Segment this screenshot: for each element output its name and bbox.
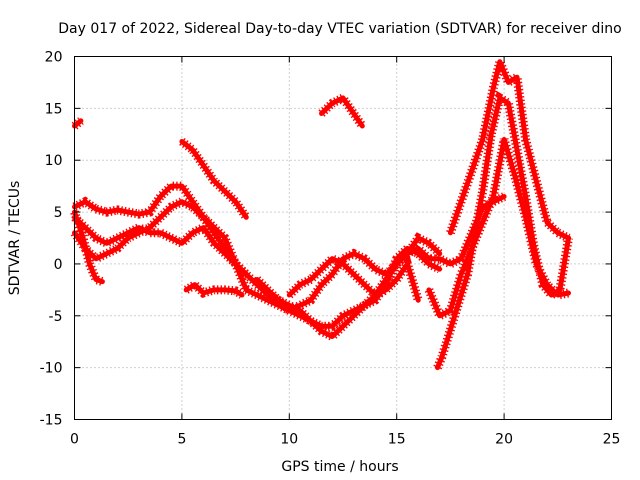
series-markers [71, 117, 84, 130]
series-track-j [286, 253, 423, 303]
series-markers [183, 279, 245, 299]
series-markers [318, 92, 367, 129]
series-markers [70, 196, 443, 342]
x-tick-label: 20 [495, 432, 513, 448]
series-markers [253, 192, 507, 317]
series-track-e [71, 214, 250, 278]
series-track-l [433, 90, 573, 371]
series-markers [70, 210, 104, 286]
series-track-f [179, 137, 251, 220]
plot-frame [74, 56, 612, 420]
x-tick-label: 15 [388, 432, 406, 448]
x-tick-label: 0 [70, 432, 79, 448]
series-markers [433, 90, 573, 370]
series-markers [286, 253, 423, 302]
y-tick-label: 5 [54, 205, 63, 221]
series-track-d [70, 196, 443, 342]
series-line [72, 214, 249, 277]
y-tick-label: 0 [54, 257, 63, 273]
y-axis-label: SDTVAR / TECUs [7, 181, 23, 296]
chart-title: Day 017 of 2022, Sidereal Day-to-day VTE… [58, 21, 621, 37]
y-tick-label: 20 [45, 50, 63, 66]
series-track-k [424, 137, 571, 322]
x-tick-label: 10 [280, 432, 298, 448]
series-track-c [72, 181, 443, 331]
y-tick-label: -5 [49, 309, 63, 325]
x-tick-label: 25 [603, 432, 621, 448]
y-tick-label: 10 [45, 153, 63, 169]
x-tick-label: 5 [177, 432, 186, 448]
series-markers [72, 181, 442, 331]
series-line [72, 199, 443, 339]
y-tick-label: -10 [40, 361, 63, 377]
y-tick-label: -15 [40, 413, 63, 429]
series-markers [424, 138, 570, 322]
series-markers [179, 137, 251, 220]
y-tick-label: 15 [45, 101, 63, 117]
series-line [72, 183, 443, 329]
series-layer [70, 47, 573, 371]
series-track-a [71, 117, 84, 130]
series-markers [446, 47, 571, 243]
series-track-h [318, 92, 367, 129]
series-track-m [446, 47, 571, 243]
series-track-g [183, 279, 245, 299]
axis-ticks: 0 5 10 15 20 25 20 15 10 5 0 -5 -10 -15 [40, 50, 621, 448]
x-axis-label: GPS time / hours [281, 459, 398, 475]
series-track-i [253, 192, 507, 317]
series-track-b [70, 209, 105, 286]
